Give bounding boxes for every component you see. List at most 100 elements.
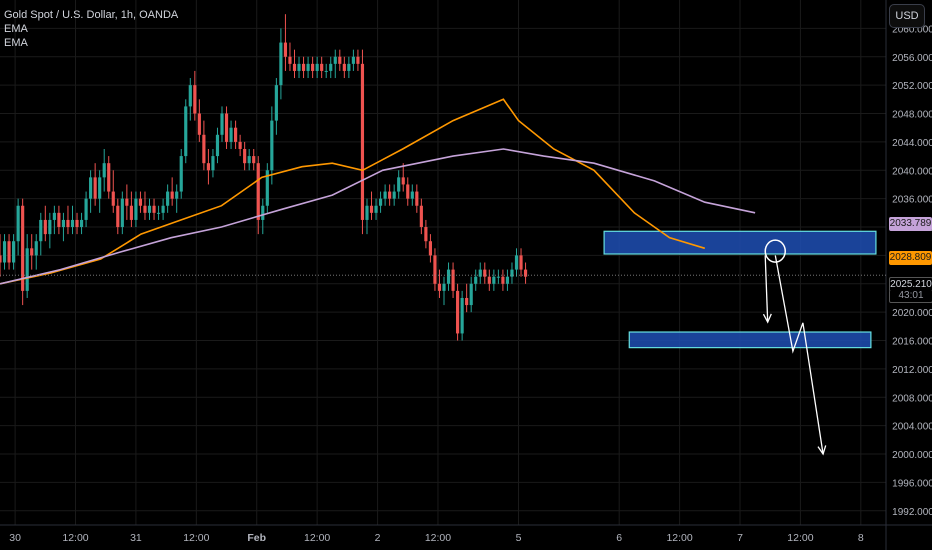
candle-body: [202, 134, 206, 164]
candle-body: [16, 205, 20, 242]
candle-body: [147, 205, 152, 213]
candle-body: [505, 276, 510, 284]
arrow-short-head: [762, 313, 772, 324]
time-axis[interactable]: 30 12:00 31 12:00 Feb 12:00 2 12:00 5 6 12:00 7 12:0…: [9, 532, 864, 544]
candle-body: [79, 219, 84, 228]
candle-body: [102, 163, 106, 178]
ema-indicator-label[interactable]: EMA: [4, 23, 28, 35]
candle-body: [392, 191, 396, 199]
candle-body: [510, 269, 514, 277]
candle-body: [247, 156, 251, 164]
candle-body: [21, 205, 25, 291]
candle-body: [84, 198, 88, 220]
candle-body: [39, 219, 43, 242]
candle-body: [93, 177, 97, 199]
candle-body: [25, 248, 29, 291]
candle-body: [320, 63, 324, 71]
time-tick-label: 31: [130, 532, 142, 544]
time-tick-label: 5: [516, 532, 522, 544]
candle-body: [365, 205, 369, 220]
zone-rectangle: [628, 331, 872, 349]
chart-legend: Gold Spot / U.S. Dollar, 1h, OANDA EMA E…: [4, 8, 178, 50]
candle-body: [270, 120, 274, 171]
candle-body: [351, 56, 355, 64]
candle-body: [170, 191, 174, 199]
time-tick-label: 12:00: [62, 532, 88, 544]
bar-countdown: 43:01: [889, 290, 932, 303]
candle-body: [188, 85, 192, 107]
candle-body: [111, 191, 115, 206]
candle-body: [519, 255, 523, 270]
target-circle: [764, 239, 786, 263]
candle-body: [252, 156, 256, 164]
zone-rectangle: [603, 230, 877, 255]
candle-body: [311, 63, 315, 71]
currency-button[interactable]: USD: [889, 4, 925, 28]
price-tick-label: 2056.000: [892, 53, 932, 64]
time-tick-label: 30: [9, 532, 21, 544]
price-tick-label: 2036.000: [892, 195, 932, 206]
price-tick-label: 2020.000: [892, 308, 932, 319]
ema-slow-line: [0, 148, 756, 285]
candle-body: [478, 269, 482, 277]
candle-body: [243, 148, 247, 164]
price-tick-label: 2004.000: [892, 422, 932, 433]
candle-body: [401, 177, 405, 185]
ema-lines: [0, 98, 756, 285]
symbol-title[interactable]: Gold Spot / U.S. Dollar, 1h, OANDA: [4, 9, 179, 21]
candle-body: [437, 283, 442, 291]
candle-body: [89, 177, 93, 199]
candle-body: [98, 177, 102, 199]
ema-indicator-label-2[interactable]: EMA: [4, 37, 28, 49]
candle-body: [306, 63, 310, 71]
candle-body: [492, 276, 496, 284]
time-tick-label: 12:00: [787, 532, 813, 544]
price-tick-label: 2044.000: [892, 138, 932, 149]
candle-body: [211, 156, 215, 171]
candle-body: [156, 212, 161, 214]
price-tick-label: 2040.000: [892, 166, 932, 177]
price-tick-label: 2048.000: [892, 110, 932, 121]
arrow-zigzag: [774, 255, 824, 455]
candle-body: [451, 269, 455, 291]
candle-body: [338, 56, 342, 64]
candle-body: [501, 276, 505, 284]
candle-body: [66, 219, 70, 228]
time-tick-label: 12:00: [425, 532, 451, 544]
candle-body: [514, 255, 519, 270]
drawing-annotations: [762, 239, 827, 456]
time-tick-label: 12:00: [183, 532, 209, 544]
candle-body: [283, 42, 288, 57]
candle-body: [193, 85, 197, 114]
supply-demand-zones: [603, 230, 877, 349]
candle-body: [125, 198, 129, 206]
candle-body: [415, 191, 419, 206]
candle-body: [446, 269, 451, 284]
candle-body: [410, 191, 414, 199]
candle-body: [465, 297, 469, 306]
candle-body: [374, 205, 378, 213]
candle-body: [61, 219, 66, 228]
candle-body: [134, 198, 138, 220]
ema-fast-price-tag: 2028.809: [889, 251, 932, 265]
candle-body: [301, 63, 306, 71]
candle-body: [378, 198, 383, 206]
candle-body: [356, 56, 360, 64]
candle-body: [43, 219, 47, 235]
candle-body: [234, 127, 238, 142]
candle-body: [428, 241, 433, 256]
candle-body: [129, 205, 133, 220]
candle-body: [120, 198, 124, 228]
candle-body: [274, 85, 278, 121]
ema-fast-line: [0, 98, 706, 285]
candle-body: [292, 63, 297, 71]
candle-body: [433, 255, 437, 284]
candle-body: [7, 241, 11, 263]
candle-body: [424, 227, 428, 242]
price-tick-label: 1996.000: [892, 478, 932, 489]
candle-body: [34, 241, 38, 256]
candle-body: [0, 255, 2, 263]
candle-body: [152, 205, 156, 213]
arrow-zigzag-head: [817, 445, 827, 456]
